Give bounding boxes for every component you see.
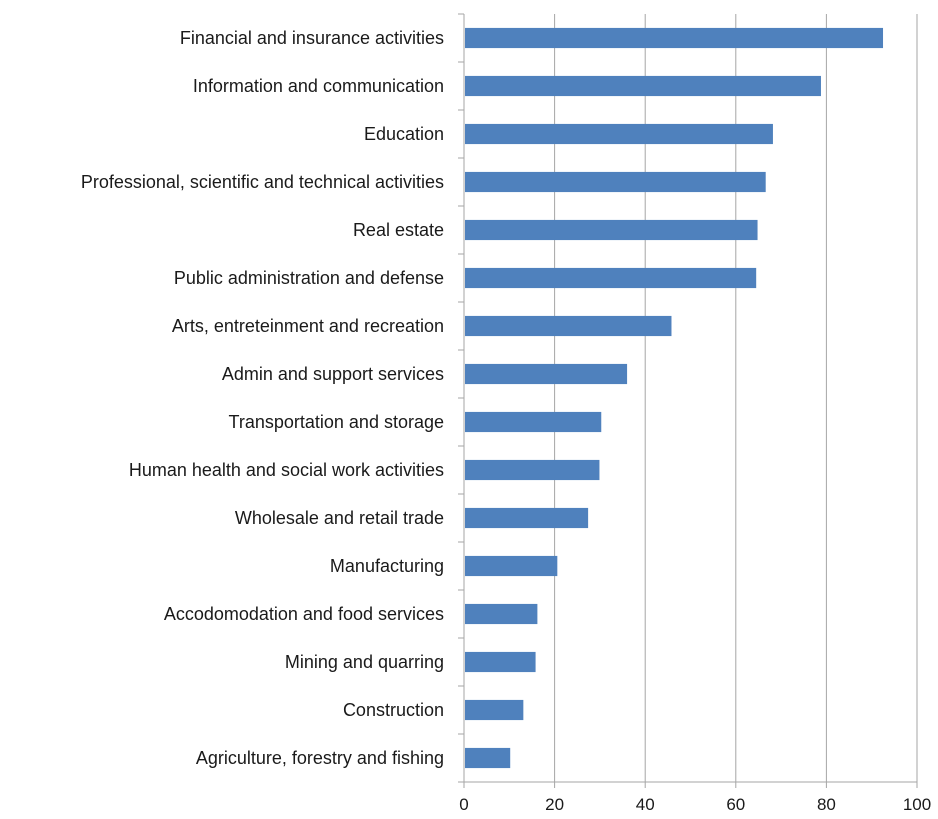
category-label: Agriculture, forestry and fishing [196, 748, 444, 768]
bar [465, 747, 511, 769]
bar [465, 123, 773, 145]
bar [465, 315, 672, 337]
bar [465, 603, 538, 625]
x-tick-label: 80 [817, 795, 836, 814]
category-label: Financial and insurance activities [180, 28, 444, 48]
bar [465, 219, 758, 241]
category-label: Admin and support services [222, 364, 444, 384]
category-label: Education [364, 124, 444, 144]
category-label: Real estate [353, 220, 444, 240]
category-label: Human health and social work activities [129, 460, 444, 480]
x-tick-label: 60 [726, 795, 745, 814]
bar [465, 699, 524, 721]
x-tick-label: 20 [545, 795, 564, 814]
category-label: Public administration and defense [174, 268, 444, 288]
bar [465, 507, 589, 529]
category-label: Wholesale and retail trade [235, 508, 444, 528]
x-tick-label: 0 [459, 795, 468, 814]
category-label: Arts, entreteinment and recreation [172, 316, 444, 336]
category-label: Construction [343, 700, 444, 720]
bar [465, 651, 536, 673]
category-label: Mining and quarring [285, 652, 444, 672]
x-tick-label: 100 [903, 795, 931, 814]
bar [465, 363, 628, 385]
x-tick-label: 40 [636, 795, 655, 814]
bar [465, 267, 757, 289]
category-label: Accodomodation and food services [164, 604, 444, 624]
bar [465, 411, 602, 433]
category-label: Information and communication [193, 76, 444, 96]
bar [465, 171, 766, 193]
category-label: Transportation and storage [229, 412, 444, 432]
category-label: Professional, scientific and technical a… [81, 172, 444, 192]
bar [465, 459, 600, 481]
bar [465, 555, 558, 577]
bar [465, 27, 884, 49]
category-label: Manufacturing [330, 556, 444, 576]
bar [465, 75, 821, 97]
